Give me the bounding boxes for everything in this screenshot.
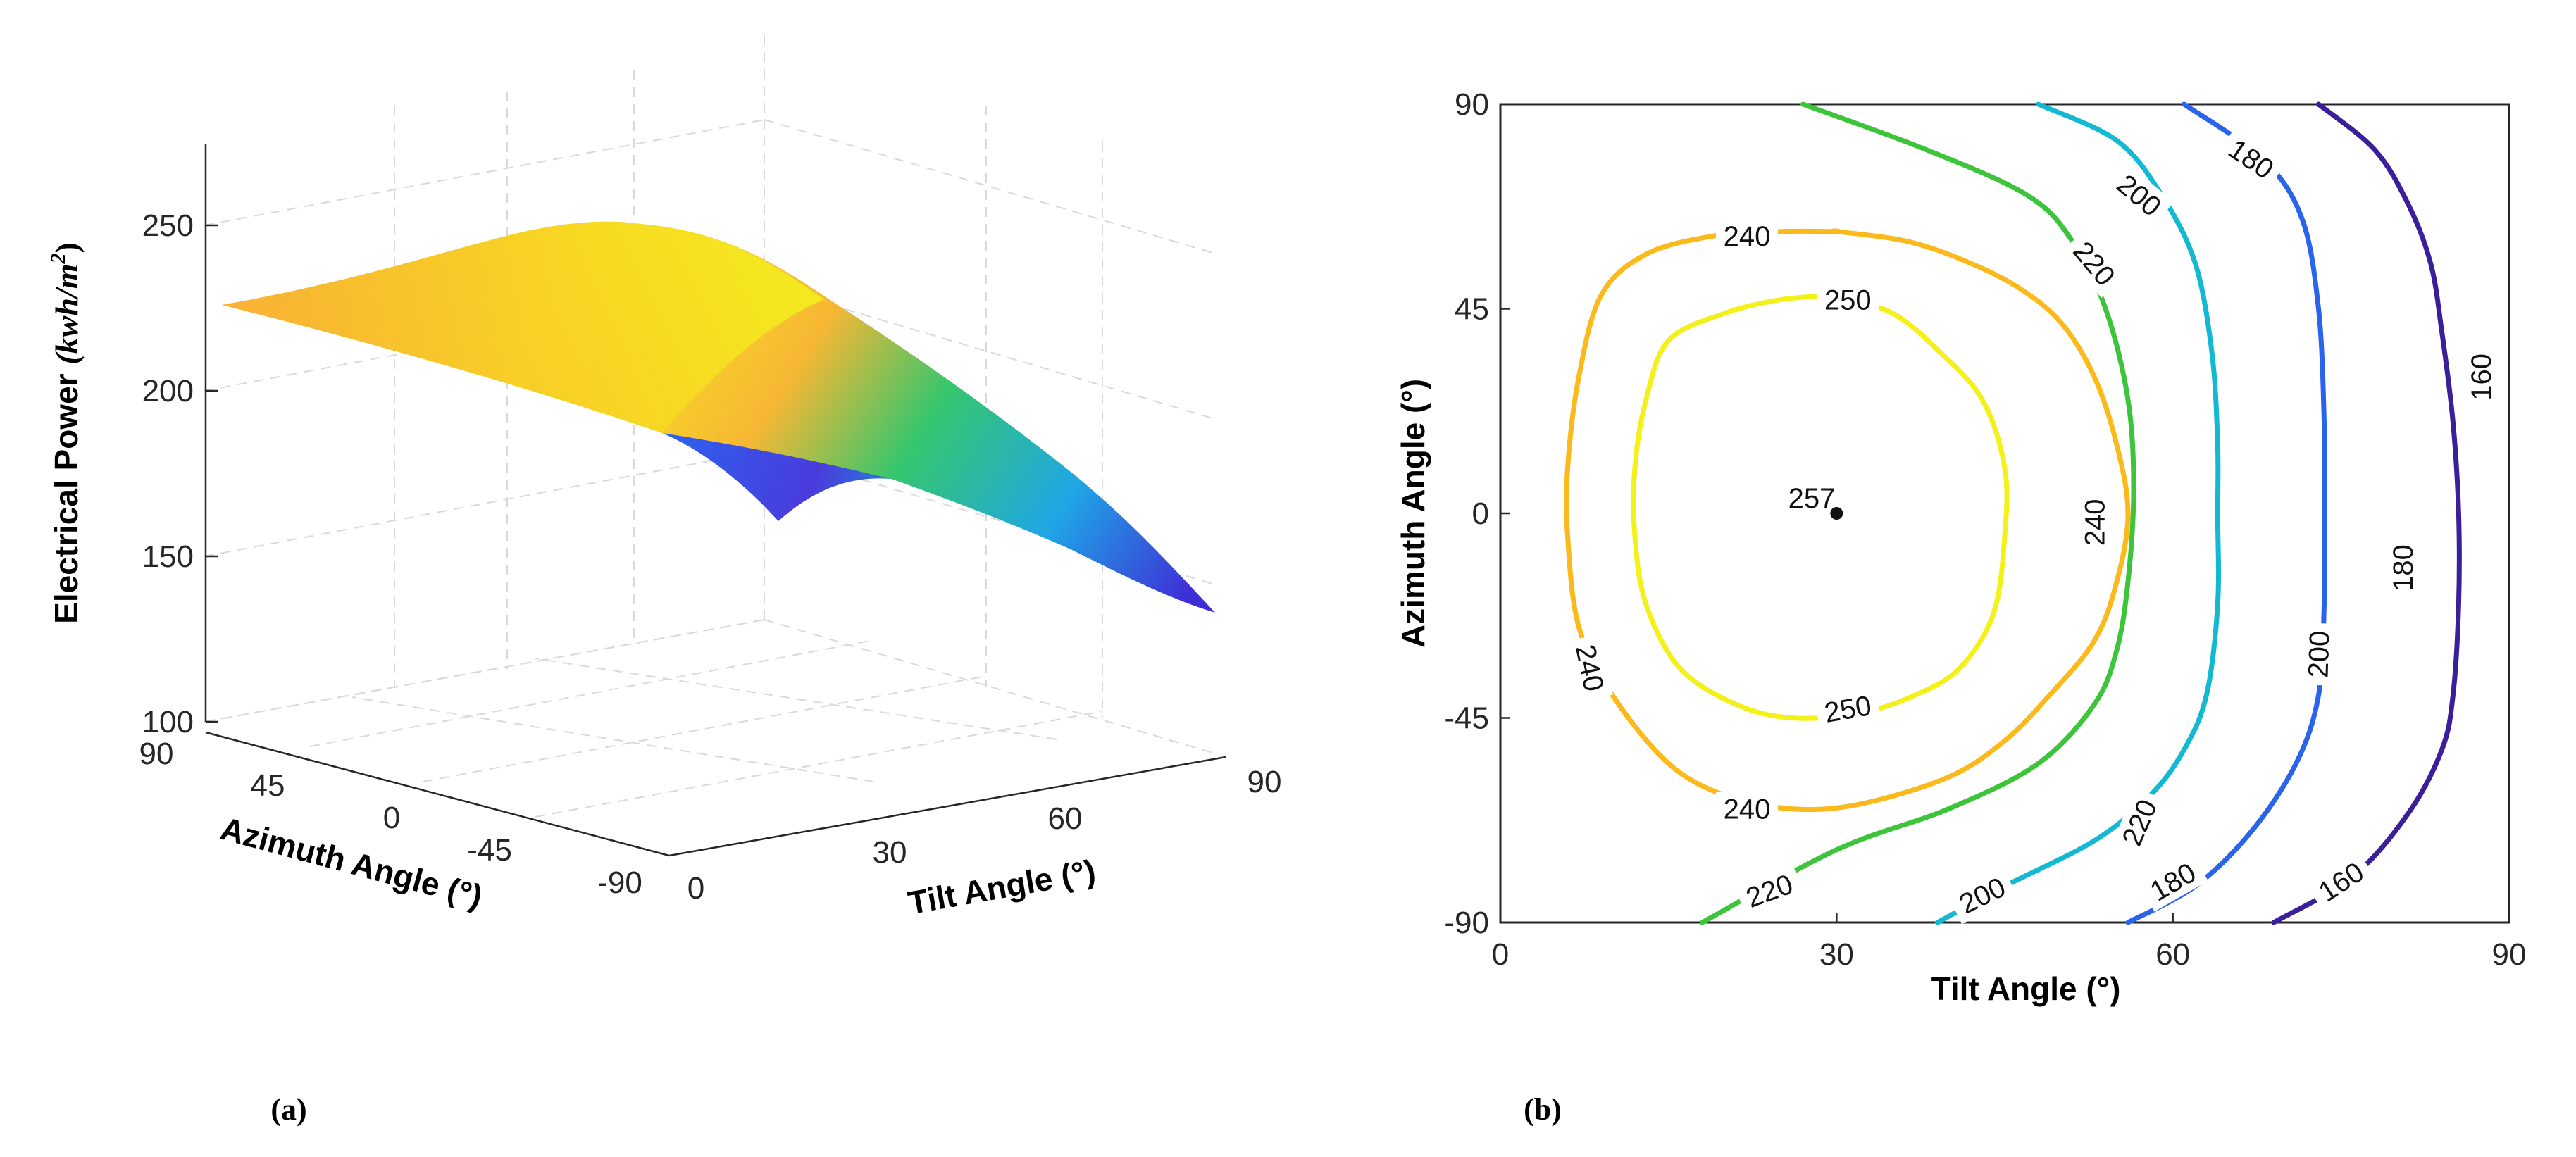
contour-line-220 xyxy=(1699,101,2136,925)
contour-label-background xyxy=(2104,162,2174,228)
y-tick-label: 90 xyxy=(1455,87,1489,122)
contour-label-background xyxy=(1947,866,2018,925)
contour-label-background xyxy=(2077,491,2112,554)
tilt-tick-label: 0 xyxy=(687,871,704,906)
z-tick-label: 150 xyxy=(142,539,194,574)
z-axis-ticks: 250 200 150 100 xyxy=(142,208,218,739)
contour-label-240: 240 xyxy=(2079,499,2110,546)
contour-label-background xyxy=(2385,537,2420,599)
y-axis-label: Azimuth Angle (°) xyxy=(1395,379,1431,648)
tilt-axis-ticks: 0 30 60 90 xyxy=(687,765,1282,906)
contour-label-250: 250 xyxy=(1824,285,1872,316)
azimuth-axis-label: Azimuth Angle (°) xyxy=(217,810,487,915)
contour-label-background xyxy=(2216,127,2286,190)
contour-label-background xyxy=(2137,851,2208,912)
surface-chart-panel: 250 200 150 100 Electrical Power (kwh/m2… xyxy=(46,35,1281,1127)
tilt-axis-label: Tilt Angle (°) xyxy=(905,852,1098,921)
y-tick-label: 0 xyxy=(1472,496,1489,531)
tilt-axis-line xyxy=(668,756,1226,857)
x-axis-label: Tilt Angle (°) xyxy=(1931,970,2121,1007)
azimuth-tick-label: 90 xyxy=(139,737,174,771)
contour-line-240 xyxy=(1563,228,2131,813)
azimuth-tick-label: -90 xyxy=(597,865,642,900)
surface-top-sheen xyxy=(222,221,824,433)
azimuth-axis-ticks: 90 45 0 -45 -90 xyxy=(139,737,642,900)
contour-chart-panel: 1601601801801802002002002202202202402402… xyxy=(1395,87,2526,1127)
contour-label-background xyxy=(2061,228,2127,299)
contour-label-background xyxy=(2464,346,2499,408)
contour-label-160: 160 xyxy=(2466,354,2497,401)
z-tick-label: 200 xyxy=(142,374,194,408)
y-tick-label: -45 xyxy=(1444,701,1489,736)
azimuth-axis-line xyxy=(205,731,670,857)
contour-label-background xyxy=(2306,850,2377,913)
azimuth-tick-label: 45 xyxy=(251,768,285,803)
contour-line-180 xyxy=(2125,101,2327,925)
max-point-marker xyxy=(1830,507,1843,520)
contour-label-background xyxy=(1814,687,1881,731)
contour-label-240: 240 xyxy=(1724,794,1771,825)
contour-line-160 xyxy=(2271,101,2462,925)
x-axis-ticks: 0 30 60 90 xyxy=(1492,913,2527,972)
contour-label-background xyxy=(2300,623,2337,686)
panel-label-a: (a) xyxy=(270,1092,306,1127)
x-tick-label: 0 xyxy=(1492,937,1509,972)
contour-label-background xyxy=(1567,634,1613,702)
tilt-tick-label: 60 xyxy=(1048,801,1083,836)
contour-label-background xyxy=(1817,282,1879,317)
y-tick-label: -90 xyxy=(1444,906,1489,940)
y-tick-label: 45 xyxy=(1455,292,1489,327)
z-tick-label: 100 xyxy=(142,705,194,739)
max-point-label: 257 xyxy=(1788,483,1836,514)
x-tick-label: 30 xyxy=(1819,937,1854,972)
contour-label-200: 200 xyxy=(2303,630,2335,678)
x-tick-label: 90 xyxy=(2492,937,2527,972)
contour-label-240: 240 xyxy=(1724,221,1771,252)
contour-label-background xyxy=(2111,787,2167,858)
contour-label-180: 180 xyxy=(2388,544,2419,592)
contour-label-background xyxy=(1734,864,1805,918)
panel-label-b: (b) xyxy=(1524,1092,1562,1127)
surface-plot xyxy=(222,221,1215,613)
z-tick-label: 250 xyxy=(142,208,194,243)
tilt-tick-label: 90 xyxy=(1247,765,1282,799)
z-axis-label: Electrical Power (kwh/m2) xyxy=(46,242,85,624)
x-tick-label: 60 xyxy=(2155,937,2190,972)
contour-label-background xyxy=(1716,219,1779,254)
y-axis-ticks: 90 45 0 -45 -90 xyxy=(1444,87,1510,940)
tilt-tick-label: 30 xyxy=(873,835,907,870)
surface-underside xyxy=(662,433,891,521)
azimuth-tick-label: -45 xyxy=(467,833,512,868)
contour-label-background xyxy=(1716,792,1779,826)
azimuth-tick-label: 0 xyxy=(383,801,400,835)
